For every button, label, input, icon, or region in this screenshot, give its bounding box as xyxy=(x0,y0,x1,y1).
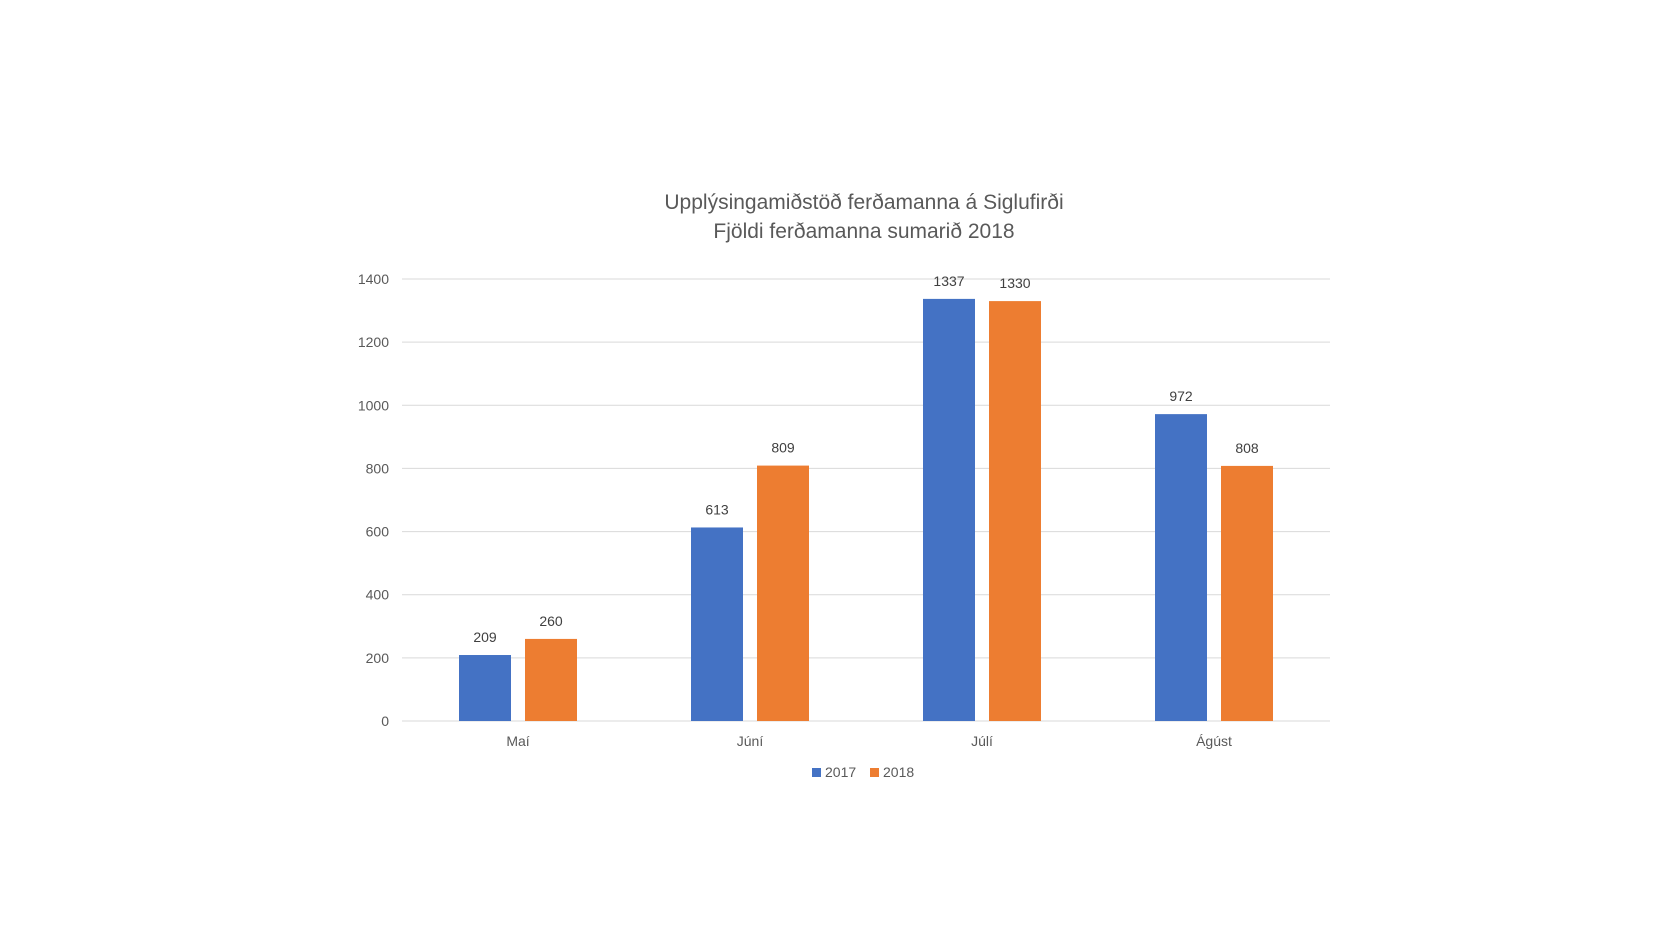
y-tick-label: 0 xyxy=(381,713,389,729)
legend-label: 2018 xyxy=(883,764,914,780)
y-tick-label: 200 xyxy=(366,650,390,666)
chart-title: Upplýsingamiðstöð ferðamanna á Siglufirð… xyxy=(664,191,1063,214)
bar-2017-0 xyxy=(459,655,511,721)
data-label: 808 xyxy=(1235,440,1259,456)
y-tick-label: 1400 xyxy=(358,271,389,287)
bars xyxy=(459,298,1273,721)
data-label: 1337 xyxy=(933,273,964,289)
y-tick-label: 400 xyxy=(366,587,390,603)
data-label: 613 xyxy=(705,501,729,517)
bar-2018-2 xyxy=(989,301,1041,721)
bar-2017-2 xyxy=(923,298,975,721)
x-axis-categories: Maí Júní Júlí Ágúst xyxy=(506,733,1232,749)
legend-swatch xyxy=(870,768,879,777)
bar-2018-3 xyxy=(1221,465,1273,721)
x-category-label: Júní xyxy=(737,733,764,749)
legend-label: 2017 xyxy=(825,764,856,780)
x-category-label: Júlí xyxy=(971,733,993,749)
data-label: 972 xyxy=(1169,388,1193,404)
data-labels: 209 260 613 809 1337 1330 972 808 xyxy=(473,273,1259,645)
bar-2017-1 xyxy=(691,527,743,721)
y-axis-ticks: 0 200 400 600 800 1000 1200 1400 xyxy=(358,271,389,729)
data-label: 1330 xyxy=(999,275,1030,291)
x-category-label: Ágúst xyxy=(1196,733,1232,749)
data-label: 209 xyxy=(473,629,497,645)
x-category-label: Maí xyxy=(506,733,529,749)
y-tick-label: 1200 xyxy=(358,334,389,350)
y-tick-label: 1000 xyxy=(358,397,389,413)
data-label: 260 xyxy=(539,613,563,629)
y-tick-label: 600 xyxy=(366,524,390,540)
bar-2017-3 xyxy=(1155,414,1207,721)
data-label: 809 xyxy=(771,440,795,456)
legend: 2017 2018 xyxy=(812,764,914,780)
legend-swatch xyxy=(812,768,821,777)
bar-2018-0 xyxy=(525,638,577,721)
chart-subtitle: Fjöldi ferðamanna sumarið 2018 xyxy=(713,220,1014,243)
y-tick-label: 800 xyxy=(366,460,390,476)
bar-2018-1 xyxy=(757,465,809,721)
